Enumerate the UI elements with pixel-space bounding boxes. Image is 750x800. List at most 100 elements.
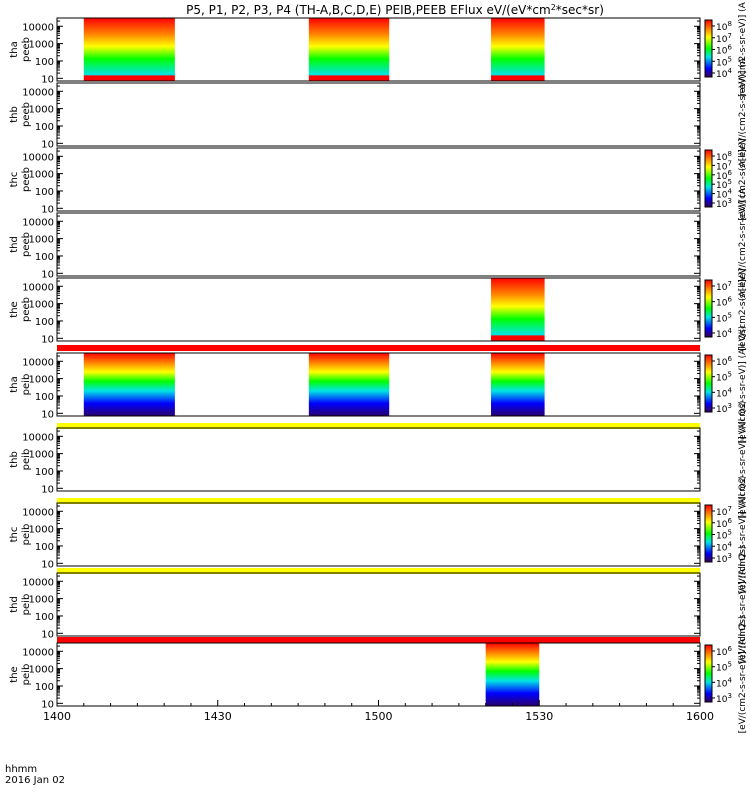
spectrogram-block — [491, 18, 545, 81]
spectrogram-block — [485, 643, 540, 706]
colorbar-axis-label: [eV/(cm2-s-sr-eV)] (All Qs) — [738, 401, 748, 519]
y-tick-label: 10 — [41, 484, 54, 495]
colorbar-gradient — [704, 19, 713, 78]
y-tick-label: 10 — [41, 139, 54, 150]
panel-label-product: peeb — [21, 37, 32, 62]
y-tick-label: 1000 — [29, 595, 54, 606]
panel-label-probe: the — [9, 666, 20, 682]
y-tick-label: 100 — [35, 317, 54, 328]
colorbar-tick-label: 103 — [716, 197, 732, 210]
panel-label-product: peeb — [21, 102, 32, 127]
y-tick-label: 10000 — [22, 282, 54, 293]
colorbar-tick-label: 106 — [716, 44, 732, 57]
y-tick-label: 10 — [41, 269, 54, 280]
y-tick-label: 10 — [41, 204, 54, 215]
panel-label-probe: the — [9, 301, 20, 317]
panel-label-probe: thb — [9, 451, 20, 468]
colorbar-gradient — [704, 644, 713, 703]
y-tick-label: 100 — [35, 612, 54, 623]
y-tick-label: 10 — [41, 629, 54, 640]
colorbar-tick-label: 104 — [716, 540, 732, 553]
colorbar-tick-label: 104 — [716, 386, 732, 399]
colorbar-tick-label: 106 — [716, 517, 732, 530]
colorbar: 107 106 105 104 — [704, 279, 732, 340]
colorbar-tick-label: 105 — [716, 178, 732, 191]
colorbar-tick-label: 105 — [716, 661, 732, 674]
colorbar-tick-label: 103 — [716, 552, 732, 565]
panel-label-product: peeb — [21, 297, 32, 322]
y-tick-label: 10000 — [22, 22, 54, 33]
panel-label-probe: thc — [9, 172, 20, 188]
y-tick-label: 100 — [35, 682, 54, 693]
panel-label-product: peib — [21, 594, 32, 616]
colorbar-axis-label: (A[ll]eV/(cm2-s-sr-eV)] (A — [738, 57, 748, 171]
y-tick-label: 1000 — [29, 170, 54, 181]
y-tick-label: 1000 — [29, 450, 54, 461]
colorbar-tick-label: 105 — [716, 311, 732, 324]
panel-label-product: peeb — [21, 167, 32, 192]
x-axis-label-date: 2016 Jan 02 — [5, 775, 65, 786]
panel-label-product: peib — [21, 374, 32, 396]
panel-frame — [56, 82, 701, 147]
spectrogram-block — [491, 353, 545, 416]
panel-label-product: peib — [21, 449, 32, 471]
y-tick-label: 1000 — [29, 235, 54, 246]
spectrogram-block — [308, 18, 390, 81]
colorbar-tick-label: 108 — [716, 20, 732, 33]
colorbar-axis-label: [eV/(cm2-s-sr-eV)] — [738, 138, 748, 220]
colorbar-tick-label: 105 — [716, 529, 732, 542]
colorbar-tick-label: 106 — [716, 355, 732, 368]
y-tick-label: 1000 — [29, 375, 54, 386]
colorbar-tick-label: 105 — [716, 55, 732, 68]
y-tick-label: 10000 — [22, 432, 54, 443]
panel-frame — [56, 502, 701, 567]
colorbar-tick-label: 106 — [716, 169, 732, 182]
colorbar-tick-label: 106 — [716, 296, 732, 309]
colorbar-gradient — [704, 504, 713, 563]
x-axis-label-hhmm: hhmm — [5, 764, 37, 775]
colorbar-tick-label: 104 — [716, 188, 732, 201]
colorbar: 106 105 104 103 — [704, 354, 732, 415]
y-tick-label: 1000 — [29, 40, 54, 51]
colorbar-tick-label: 107 — [716, 280, 732, 293]
panel-label-product: peib — [21, 524, 32, 546]
colorbar-tick-label: 103 — [716, 692, 732, 705]
plot-title: P5, P1, P2, P3, P4 (TH-A,B,C,D,E) PEIB,P… — [186, 3, 604, 17]
colorbar-tick-label: 104 — [716, 67, 732, 80]
colorbar-axis-label: [eV/(cm2-s-sr-eV)] (All Qs) — [738, 476, 748, 594]
y-tick-label: 1000 — [29, 105, 54, 116]
colorbar-axis-label: [eV/(cm2-s-sr-eV)] (All Qs) — [738, 616, 748, 734]
y-tick-label: 1000 — [29, 525, 54, 536]
y-tick-label: 100 — [35, 542, 54, 553]
y-tick-label: 10000 — [22, 152, 54, 163]
colorbar-tick-label: 108 — [716, 150, 732, 163]
y-tick-label: 10000 — [22, 507, 54, 518]
panel-frame — [56, 642, 701, 707]
flag-bar — [57, 637, 700, 643]
panel-label-probe: thd — [9, 596, 20, 613]
panel-label-product: peib — [21, 664, 32, 686]
flag-bar — [57, 423, 700, 429]
y-tick-label: 100 — [35, 252, 54, 263]
y-tick-label: 1000 — [29, 665, 54, 676]
panel-frame — [56, 277, 701, 342]
panel-frame — [56, 17, 701, 82]
colorbar-tick-label: 103 — [716, 402, 732, 415]
spectrogram-block — [83, 18, 175, 81]
panel-label-probe: thc — [9, 527, 20, 543]
spectrogram-block — [491, 278, 545, 341]
panel-label-probe: thd — [9, 236, 20, 253]
panel-label-probe: tha — [9, 41, 20, 57]
spectrogram-block — [83, 353, 175, 416]
flag-bar — [57, 345, 700, 351]
x-tick-label: 1500 — [365, 710, 393, 723]
y-tick-label: 1000 — [29, 300, 54, 311]
